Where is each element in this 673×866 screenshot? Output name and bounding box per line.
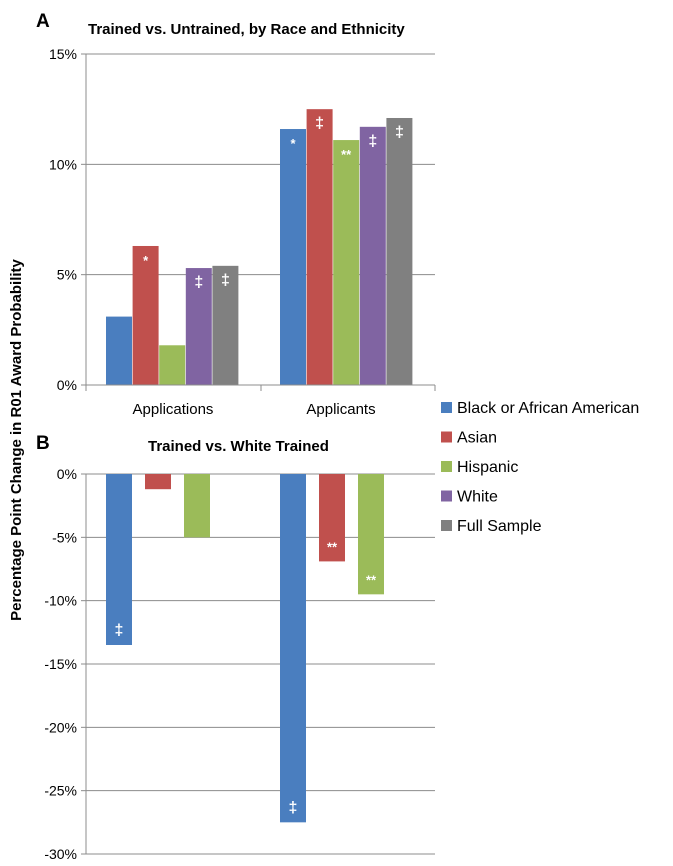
bar bbox=[159, 345, 186, 385]
bar bbox=[386, 117, 413, 385]
legend-swatch bbox=[441, 461, 452, 472]
legend-label: Asian bbox=[457, 430, 497, 447]
panel-a-title: Trained vs. Untrained, by Race and Ethni… bbox=[88, 21, 405, 38]
legend-label: Full Sample bbox=[457, 518, 542, 535]
legend-label: Black or African American bbox=[457, 400, 639, 417]
bar bbox=[145, 474, 171, 490]
panel-a-bars bbox=[106, 109, 413, 386]
y-tick-label: 0% bbox=[57, 466, 77, 482]
y-tick-label: 0% bbox=[57, 377, 77, 393]
y-tick-label: -10% bbox=[44, 593, 77, 609]
bar bbox=[306, 109, 333, 386]
significance-marker: ** bbox=[341, 147, 352, 162]
significance-marker: ‡ bbox=[115, 622, 124, 639]
legend-swatch bbox=[441, 402, 452, 413]
significance-marker: ‡ bbox=[395, 124, 404, 141]
bar bbox=[132, 245, 159, 385]
legend-swatch bbox=[441, 490, 452, 502]
bar bbox=[106, 316, 132, 385]
y-tick-label: -20% bbox=[44, 719, 77, 735]
y-tick-label: 10% bbox=[49, 156, 77, 172]
bar bbox=[184, 474, 210, 538]
bar bbox=[280, 129, 306, 385]
y-tick-label: -5% bbox=[52, 529, 77, 545]
significance-marker: ‡ bbox=[194, 274, 203, 291]
significance-marker: ‡ bbox=[289, 799, 298, 816]
panel-a-letter: A bbox=[36, 11, 50, 32]
panel-b-bars bbox=[106, 474, 384, 823]
x-tick-label: Applications bbox=[133, 401, 214, 418]
bar bbox=[280, 474, 306, 823]
y-axis-title: Percentage Point Change in R01 Award Pro… bbox=[8, 258, 25, 620]
panel-a-markers: **‡**‡‡‡‡ bbox=[143, 115, 404, 291]
bar bbox=[185, 268, 212, 385]
bar bbox=[358, 474, 384, 595]
bar bbox=[333, 140, 360, 385]
significance-marker: ** bbox=[327, 539, 338, 554]
panel-a-axes bbox=[81, 53, 436, 391]
bar bbox=[359, 126, 386, 385]
legend-swatch bbox=[441, 431, 452, 443]
significance-marker: ‡ bbox=[368, 133, 377, 150]
significance-marker: ‡ bbox=[221, 272, 230, 289]
panel-b-axes bbox=[81, 473, 435, 855]
y-tick-label: -15% bbox=[44, 656, 77, 672]
significance-marker: ‡ bbox=[315, 115, 324, 132]
panel-b-ticks: 0% -5% -10% -15% -20% -25% -30% bbox=[44, 466, 77, 862]
significance-marker: * bbox=[290, 136, 296, 151]
panel-b-letter: B bbox=[36, 433, 50, 454]
x-tick-label: Applicants bbox=[306, 401, 375, 418]
significance-marker: * bbox=[143, 253, 149, 268]
panel-a: A Trained vs. Untrained, by Race and Eth… bbox=[36, 11, 436, 418]
panel-b: B Trained vs. White Trained ‡ ‡ ** ** 0% -5%… bbox=[36, 433, 435, 862]
bar bbox=[319, 474, 345, 562]
bar bbox=[106, 474, 132, 645]
legend-label: White bbox=[457, 489, 498, 506]
legend-label: Hispanic bbox=[457, 459, 518, 476]
legend: Black or African American Asian Hispanic Wh… bbox=[441, 400, 639, 535]
bar bbox=[212, 265, 239, 385]
panel-b-title: Trained vs. White Trained bbox=[148, 438, 329, 455]
y-tick-label: 15% bbox=[49, 46, 77, 62]
significance-marker: ** bbox=[366, 572, 377, 587]
y-tick-label: 5% bbox=[57, 267, 77, 283]
panel-a-ticks: 15% 10% 5% 0% Applications Applicants bbox=[49, 46, 376, 418]
legend-swatch bbox=[441, 520, 452, 531]
y-tick-label: -25% bbox=[44, 783, 77, 799]
y-tick-label: -30% bbox=[44, 846, 77, 861]
panel-b-markers: ‡ ‡ ** ** bbox=[115, 539, 377, 816]
